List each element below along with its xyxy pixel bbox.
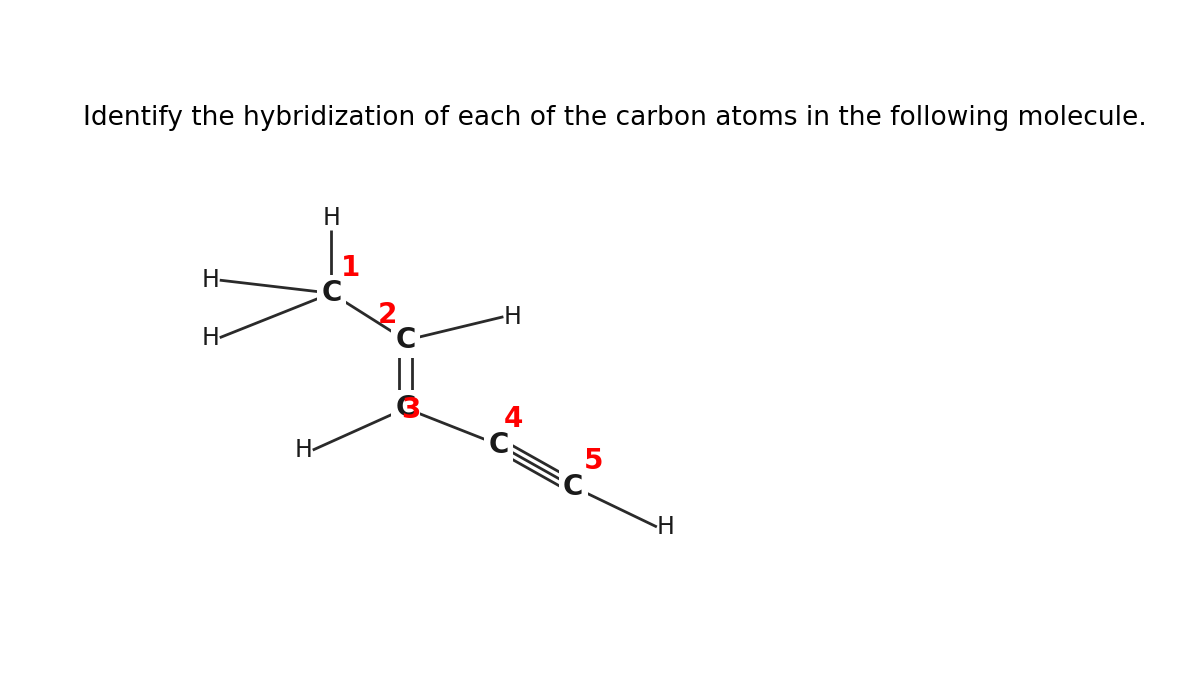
Text: H: H xyxy=(504,305,521,329)
Text: C: C xyxy=(563,473,583,500)
Text: 5: 5 xyxy=(584,447,604,475)
Text: C: C xyxy=(396,394,416,422)
Text: C: C xyxy=(396,327,416,354)
Text: C: C xyxy=(563,473,583,500)
Text: 1: 1 xyxy=(341,254,360,282)
Text: 4: 4 xyxy=(504,405,523,433)
Text: C: C xyxy=(396,327,416,354)
Text: C: C xyxy=(322,279,342,307)
Text: 2: 2 xyxy=(378,301,397,329)
Text: H: H xyxy=(295,438,313,462)
Text: C: C xyxy=(488,431,509,459)
Text: H: H xyxy=(202,326,220,350)
Text: C: C xyxy=(488,431,509,459)
Text: H: H xyxy=(656,515,674,539)
Text: C: C xyxy=(322,279,342,307)
Text: Identify the hybridization of each of the carbon atoms in the following molecule: Identify the hybridization of each of th… xyxy=(83,105,1147,131)
Text: C: C xyxy=(396,394,416,422)
Text: 3: 3 xyxy=(401,396,420,424)
Text: H: H xyxy=(323,206,341,230)
Text: H: H xyxy=(202,268,220,292)
